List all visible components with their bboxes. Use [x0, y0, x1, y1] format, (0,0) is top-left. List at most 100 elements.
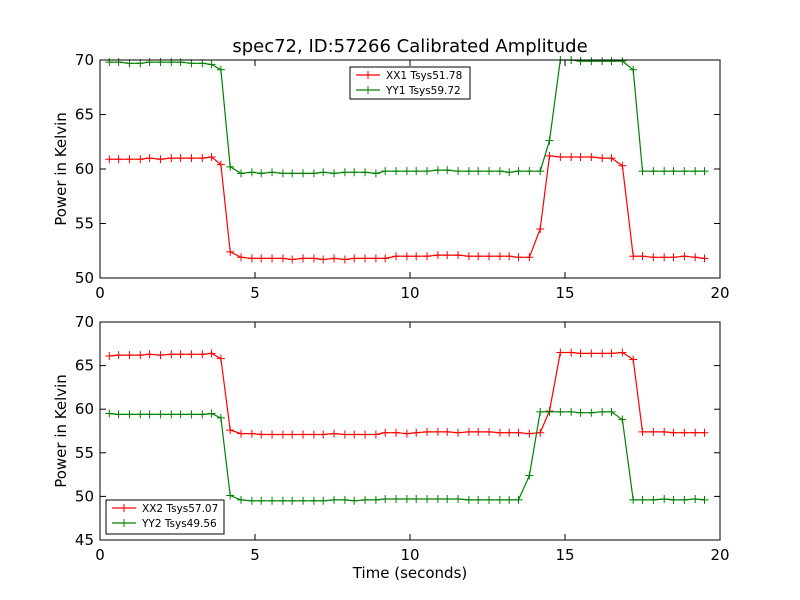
data-point-marker	[198, 59, 207, 68]
data-point-marker	[474, 167, 483, 176]
data-point-marker	[350, 430, 359, 439]
data-point-marker	[247, 429, 256, 438]
data-point-marker	[669, 428, 678, 437]
data-point-marker	[464, 495, 473, 504]
data-point-marker	[536, 167, 545, 176]
data-point-marker	[618, 415, 627, 424]
data-point-marker	[330, 169, 339, 178]
data-point-marker	[474, 427, 483, 436]
y-axis-label: Power in Kelvin	[52, 374, 70, 488]
legend-swatch-marker	[364, 86, 372, 94]
data-point-marker	[423, 252, 432, 261]
y-tick-label: 65	[75, 106, 94, 124]
legend: XX2 Tsys57.07 YY2 Tsys49.56	[105, 499, 225, 535]
y-tick-label: 45	[75, 531, 94, 549]
x-tick-label: 20	[710, 546, 729, 564]
data-point-marker	[505, 168, 514, 177]
y-tick-label: 65	[75, 357, 94, 375]
data-point-marker	[495, 428, 504, 437]
data-point-marker	[514, 167, 523, 176]
data-point-marker	[423, 167, 432, 176]
x-tick-label: 5	[250, 284, 260, 302]
data-point-marker	[299, 254, 308, 263]
data-point-marker	[433, 427, 442, 436]
data-point-marker	[207, 60, 216, 69]
data-point-marker	[618, 161, 627, 170]
x-tick-label: 15	[555, 284, 574, 302]
data-point-marker	[402, 167, 411, 176]
y-axis-label: Power in Kelvin	[52, 112, 70, 226]
data-point-marker	[187, 350, 196, 359]
y-tick-label: 55	[75, 444, 94, 462]
data-point-marker	[125, 410, 134, 419]
data-point-marker	[660, 495, 669, 504]
data-point-marker	[536, 407, 545, 416]
data-point-marker	[629, 65, 638, 74]
x-axis-label: Time (seconds)	[352, 564, 468, 582]
data-point-marker	[680, 495, 689, 504]
data-point-marker	[237, 495, 246, 504]
legend-box	[105, 499, 225, 535]
data-point-marker	[371, 495, 380, 504]
data-point-marker	[433, 495, 442, 504]
data-point-marker	[105, 409, 114, 418]
data-point-marker	[361, 430, 370, 439]
data-point-marker	[278, 496, 287, 505]
data-point-marker	[268, 430, 277, 439]
data-point-marker	[536, 428, 545, 437]
data-point-marker	[125, 155, 134, 164]
data-point-marker	[288, 496, 297, 505]
data-point-marker	[525, 253, 534, 262]
data-point-marker	[587, 57, 596, 66]
subplot-2: 0 5 10 15 20 45 50 55 60 65 70 Power in Kelvin XX2 T…	[52, 313, 730, 564]
data-point-marker	[700, 254, 709, 263]
legend-label: XX1 Tsys51.78	[386, 70, 462, 82]
data-point-marker	[145, 154, 154, 163]
data-point-marker	[576, 349, 585, 358]
data-point-marker	[226, 162, 235, 171]
data-point-marker	[371, 430, 380, 439]
data-point-marker	[237, 429, 246, 438]
legend-label: XX2 Tsys57.07	[142, 503, 218, 515]
data-point-marker	[198, 154, 207, 163]
data-point-marker	[495, 167, 504, 176]
data-point-marker	[660, 167, 669, 176]
data-point-marker	[257, 254, 266, 263]
data-point-marker	[257, 430, 266, 439]
data-point-marker	[257, 496, 266, 505]
data-point-marker	[567, 153, 576, 162]
data-point-marker	[216, 160, 225, 169]
data-point-marker	[680, 428, 689, 437]
data-point-marker	[136, 351, 145, 360]
data-point-marker	[649, 253, 658, 262]
data-point-marker	[381, 428, 390, 437]
data-point-marker	[598, 349, 607, 358]
legend: XX1 Tsys51.78 YY1 Tsys59.72	[349, 66, 471, 100]
data-point-marker	[556, 153, 565, 162]
y-tick-label: 60	[75, 400, 94, 418]
data-point-marker	[567, 348, 576, 357]
data-point-marker	[361, 254, 370, 263]
data-point-marker	[649, 167, 658, 176]
data-point-marker	[525, 429, 534, 438]
legend-swatch-marker	[364, 71, 372, 79]
data-point-marker	[402, 252, 411, 261]
data-point-marker	[392, 495, 401, 504]
data-point-marker	[247, 254, 256, 263]
x-tick-label: 10	[400, 284, 419, 302]
data-point-marker	[288, 430, 297, 439]
data-point-marker	[660, 253, 669, 262]
data-point-marker	[402, 429, 411, 438]
data-point-marker	[680, 252, 689, 261]
data-point-marker	[278, 169, 287, 178]
data-point-marker	[598, 57, 607, 66]
data-point-marker	[669, 253, 678, 262]
series-xx1	[105, 151, 709, 264]
data-point-marker	[247, 168, 256, 177]
data-point-marker	[187, 59, 196, 68]
data-point-marker	[392, 252, 401, 261]
data-point-marker	[198, 350, 207, 359]
x-tick-label: 5	[250, 546, 260, 564]
data-point-marker	[340, 168, 349, 177]
